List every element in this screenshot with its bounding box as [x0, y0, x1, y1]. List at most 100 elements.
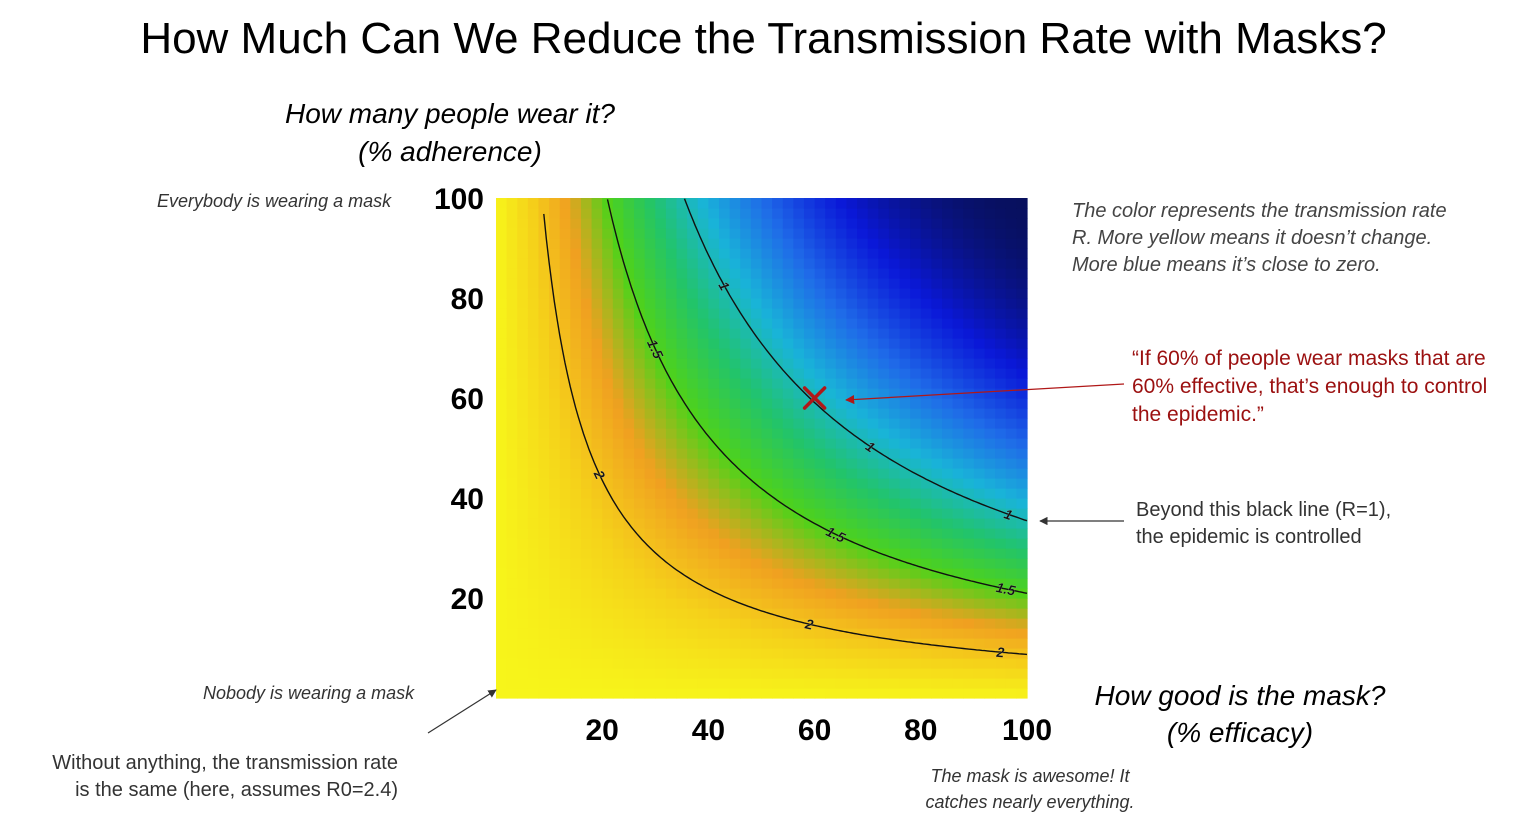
- heatmap-cell: [793, 678, 805, 689]
- heatmap-cell: [973, 308, 986, 319]
- heatmap-cell: [772, 348, 784, 359]
- heatmap-cell: [570, 348, 582, 359]
- heatmap-cell: [888, 198, 901, 209]
- heatmap-cell: [750, 488, 763, 499]
- heatmap-cell: [973, 298, 986, 309]
- heatmap-cell: [496, 388, 508, 399]
- heatmap-cell: [687, 498, 699, 509]
- heatmap-cell: [931, 198, 943, 209]
- heatmap-cell: [803, 408, 816, 419]
- heatmap-cell: [496, 588, 508, 599]
- heatmap-cell: [729, 478, 741, 489]
- heatmap-cell: [761, 658, 773, 669]
- heatmap-cell: [995, 478, 1007, 489]
- heatmap-cell: [772, 628, 784, 639]
- heatmap-cell: [538, 598, 550, 609]
- heatmap-cell: [506, 558, 518, 569]
- heatmap-cell: [719, 538, 731, 549]
- heatmap-cell: [517, 378, 529, 389]
- heatmap-cell: [549, 448, 561, 459]
- heatmap-cell: [644, 588, 656, 599]
- heatmap-cell: [496, 518, 508, 529]
- heatmap-cell: [888, 608, 901, 619]
- heatmap-cell: [517, 208, 529, 219]
- contour-label: 2: [995, 644, 1005, 661]
- heatmap-cell: [846, 558, 858, 569]
- heatmap-cell: [931, 448, 943, 459]
- heatmap-cell: [973, 518, 986, 529]
- heatmap-cell: [835, 208, 848, 219]
- heatmap-cell: [1016, 668, 1028, 679]
- heatmap-cell: [665, 398, 678, 409]
- heatmap-cell: [559, 338, 571, 349]
- heatmap-cell: [793, 458, 805, 469]
- heatmap-cell: [591, 588, 603, 599]
- heatmap-cell: [719, 468, 731, 479]
- heatmap-cell: [506, 478, 518, 489]
- heatmap-cell: [984, 328, 996, 339]
- heatmap-cell: [814, 268, 826, 279]
- heatmap-cell: [708, 228, 720, 239]
- heatmap-cell: [750, 278, 763, 289]
- heatmap-cell: [559, 478, 571, 489]
- heatmap-cell: [697, 388, 709, 399]
- heatmap-cell: [857, 198, 869, 209]
- heatmap-cell: [803, 608, 816, 619]
- heatmap-cell: [719, 428, 731, 439]
- heatmap-cell: [634, 658, 646, 669]
- heatmap-cell: [814, 688, 826, 699]
- heatmap-cell: [719, 388, 731, 399]
- heatmap-cell: [931, 528, 943, 539]
- heatmap-cell: [814, 518, 826, 529]
- heatmap-cell: [1005, 308, 1017, 319]
- heatmap-cell: [580, 378, 593, 389]
- heatmap-cell: [506, 488, 518, 499]
- heatmap-cell: [527, 488, 540, 499]
- heatmap-cell: [719, 548, 731, 559]
- heatmap-cell: [602, 488, 614, 499]
- heatmap-cell: [719, 448, 731, 459]
- heatmap-cell: [825, 258, 837, 269]
- heatmap-cell: [687, 278, 699, 289]
- heatmap-cell: [942, 408, 954, 419]
- heatmap-cell: [527, 438, 540, 449]
- heatmap-cell: [634, 238, 646, 249]
- heatmap-cell: [580, 458, 593, 469]
- heatmap-cell: [570, 298, 582, 309]
- heatmap-cell: [835, 298, 848, 309]
- heatmap-cell: [740, 678, 752, 689]
- heatmap-cell: [570, 398, 582, 409]
- heatmap-cell: [506, 538, 518, 549]
- heatmap-cell: [942, 538, 954, 549]
- heatmap-cell: [772, 238, 784, 249]
- heatmap-cell: [612, 338, 625, 349]
- color-note-line1: The color represents the transmission ra…: [1072, 200, 1447, 222]
- heatmap-cell: [920, 628, 933, 639]
- heatmap-cell: [580, 388, 593, 399]
- heatmap-cell: [1005, 238, 1017, 249]
- heatmap-cell: [580, 358, 593, 369]
- heatmap-cell: [655, 608, 667, 619]
- heatmap-cell: [920, 388, 933, 399]
- heatmap-cell: [835, 688, 848, 699]
- heatmap-cell: [803, 228, 816, 239]
- heatmap-cell: [888, 288, 901, 299]
- heatmap-cell: [1016, 298, 1028, 309]
- heatmap-cell: [952, 558, 964, 569]
- heatmap-cell: [580, 608, 593, 619]
- heatmap-cell: [857, 428, 869, 439]
- heatmap-cell: [761, 558, 773, 569]
- heatmap-cell: [1005, 458, 1017, 469]
- heatmap-cell: [825, 338, 837, 349]
- heatmap-cell: [995, 448, 1007, 459]
- heatmap-cell: [623, 438, 635, 449]
- heatmap-cell: [750, 638, 763, 649]
- heatmap-cell: [687, 608, 699, 619]
- heatmap-cell: [772, 678, 784, 689]
- heatmap-cell: [623, 258, 635, 269]
- heatmap-cell: [665, 198, 678, 209]
- heatmap-cell: [910, 248, 922, 259]
- heatmap-cell: [888, 568, 901, 579]
- heatmap-cell: [942, 208, 954, 219]
- heatmap-cell: [825, 678, 837, 689]
